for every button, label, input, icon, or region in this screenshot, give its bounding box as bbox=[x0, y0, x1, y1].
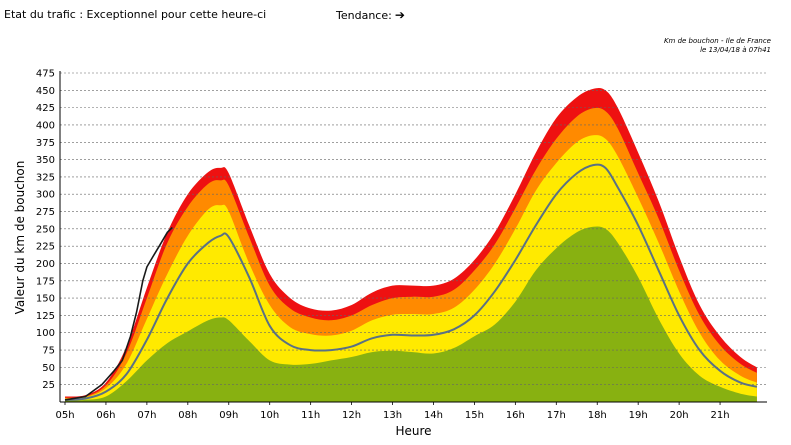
x-tick-label: 06h bbox=[96, 410, 115, 421]
y-tick-label: 25 bbox=[42, 380, 55, 391]
chart-areas bbox=[65, 88, 757, 402]
x-tick-label: 19h bbox=[629, 410, 648, 421]
y-tick-label: 300 bbox=[36, 190, 55, 201]
y-tick-label: 425 bbox=[36, 103, 55, 114]
x-tick-label: 08h bbox=[178, 410, 197, 421]
x-tick-label: 09h bbox=[219, 410, 238, 421]
y-tick-label: 175 bbox=[36, 276, 55, 287]
y-tick-label: 350 bbox=[36, 155, 55, 166]
chart-gridlines bbox=[60, 72, 767, 385]
x-axis-title: Heure bbox=[395, 424, 431, 438]
y-tick-label: 50 bbox=[42, 363, 55, 374]
y-tick-label: 375 bbox=[36, 138, 55, 149]
area-green bbox=[65, 226, 757, 402]
trend-indicator: Tendance: ➔ bbox=[336, 8, 405, 22]
x-axis-ticks: 05h 06h 07h 08h 09h 10h 11h 12h 13h 14h 15h 16h 17h 1… bbox=[55, 402, 730, 421]
y-tick-label: 125 bbox=[36, 311, 55, 322]
y-axis-title: Valeur du km de bouchon bbox=[13, 161, 27, 315]
y-tick-label: 400 bbox=[36, 120, 55, 131]
trend-label: Tendance: bbox=[336, 9, 392, 22]
y-tick-label: 225 bbox=[36, 242, 55, 253]
chart-lines bbox=[64, 163, 758, 401]
x-tick-label: 16h bbox=[506, 410, 525, 421]
x-tick-label: 12h bbox=[342, 410, 361, 421]
y-tick-label: 250 bbox=[36, 224, 55, 235]
chart-credit: Km de bouchon - Ile de France le 13/04/1… bbox=[664, 37, 771, 55]
y-tick-label: 100 bbox=[36, 328, 55, 339]
credit-timestamp: le 13/04/18 à 07h41 bbox=[700, 46, 771, 54]
x-tick-label: 13h bbox=[383, 410, 402, 421]
average-line bbox=[64, 163, 758, 401]
x-tick-label: 14h bbox=[424, 410, 443, 421]
y-tick-label: 475 bbox=[36, 69, 55, 80]
x-tick-label: 17h bbox=[547, 410, 566, 421]
y-tick-label: 200 bbox=[36, 259, 55, 270]
x-tick-label: 05h bbox=[55, 410, 74, 421]
x-tick-label: 07h bbox=[137, 410, 156, 421]
x-tick-label: 20h bbox=[670, 410, 689, 421]
x-tick-label: 11h bbox=[301, 410, 320, 421]
y-tick-label: 275 bbox=[36, 207, 55, 218]
y-tick-label: 325 bbox=[36, 172, 55, 183]
x-tick-label: 21h bbox=[711, 410, 730, 421]
y-tick-label: 75 bbox=[42, 346, 55, 357]
arrow-right-icon: ➔ bbox=[394, 8, 405, 22]
current-day-line bbox=[64, 226, 173, 401]
traffic-status-text: Etat du trafic : Exceptionnel pour cette… bbox=[4, 8, 267, 21]
x-tick-label: 10h bbox=[260, 410, 279, 421]
x-tick-label: 15h bbox=[465, 410, 484, 421]
x-tick-label: 18h bbox=[588, 410, 607, 421]
y-tick-label: 150 bbox=[36, 294, 55, 305]
y-tick-label: 450 bbox=[36, 86, 55, 97]
y-axis-ticks: 25 50 75 100 125 150 175 200 225 250 275 300 325 350 3… bbox=[36, 69, 55, 392]
credit-source: Km de bouchon - Ile de France bbox=[663, 37, 771, 45]
